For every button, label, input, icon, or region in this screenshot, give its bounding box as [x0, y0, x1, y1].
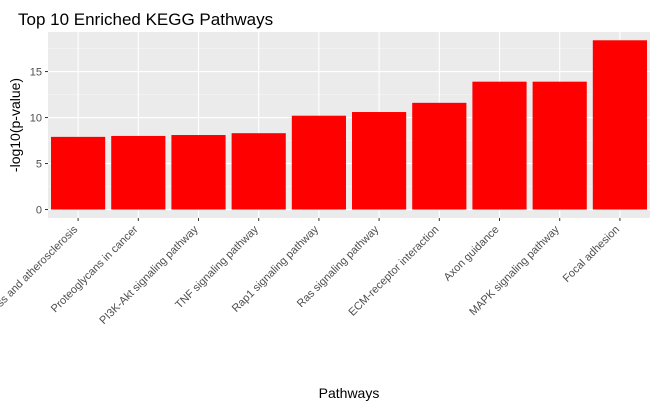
y-tick-label: 5 [36, 159, 42, 171]
x-tick-label: Axon guidance [442, 224, 502, 284]
y-axis: 0 5 10 15 [30, 67, 48, 217]
bar [352, 112, 407, 210]
bars [51, 40, 647, 210]
y-axis-title: -log10(p-value) [7, 78, 23, 172]
bar [532, 81, 587, 210]
bar [231, 133, 286, 210]
bar [291, 115, 346, 210]
bar [51, 136, 106, 210]
x-tick-label: Focal adhesion [561, 224, 622, 285]
x-axis: Fluid shear stress and atherosclerosisPr… [0, 218, 622, 363]
bar [592, 40, 647, 210]
bar [472, 81, 527, 210]
bar [171, 135, 226, 210]
bar [111, 135, 166, 210]
x-axis-title: Pathways [319, 385, 380, 401]
y-tick-label: 0 [36, 205, 42, 217]
x-tick-label: PI3K-Akt signaling pathway [97, 223, 201, 327]
y-tick-label: 15 [30, 67, 42, 79]
y-tick-label: 10 [30, 113, 42, 125]
bar [412, 102, 467, 210]
chart-title: Top 10 Enriched KEGG Pathways [18, 10, 273, 29]
